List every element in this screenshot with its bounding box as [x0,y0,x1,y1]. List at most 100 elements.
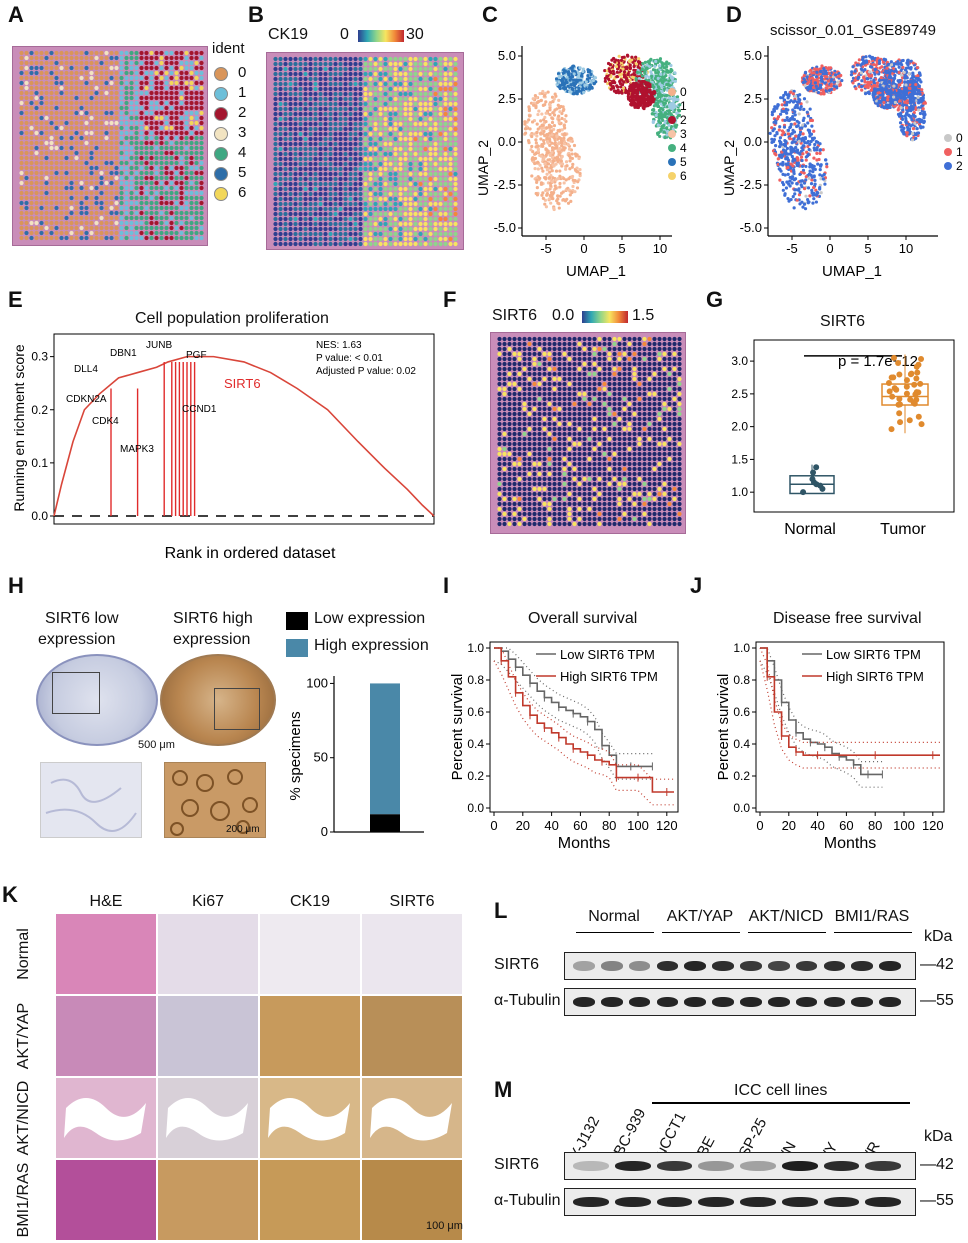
spot [398,86,403,92]
spot [333,201,338,207]
spot [328,186,333,192]
panel-d-xlabel: UMAP_1 [822,263,882,280]
spot [194,175,199,181]
spot [278,156,283,162]
spot [283,131,288,137]
spot [318,131,323,137]
spot [368,176,373,182]
spot [194,170,199,176]
spot [124,225,129,231]
spot [94,95,99,101]
umap-point [805,110,809,114]
spot [44,85,49,91]
spot [398,126,403,132]
spot [283,171,288,177]
spot [89,155,94,161]
umap-point [639,103,643,107]
spot [114,200,119,206]
umap-point [643,60,647,64]
spot [333,111,338,117]
spot [49,215,54,221]
spot [164,130,169,136]
spot [373,96,378,102]
spot [149,205,154,211]
spot [154,205,159,211]
umap-point [576,180,580,184]
spot [348,176,353,182]
spot [29,225,34,231]
spot [99,160,104,166]
spot [124,100,129,106]
spot [174,110,179,116]
spot [169,195,174,201]
spot [393,186,398,192]
spot [273,141,278,147]
spot [104,90,109,96]
spot [428,141,433,147]
spot [139,80,144,86]
spot [283,111,288,117]
spot [174,220,179,226]
spot [303,76,308,82]
spot [373,226,378,232]
umap-point [793,192,797,196]
spot [403,196,408,202]
spot [278,61,283,67]
spot [303,126,308,132]
spot [353,71,358,77]
spot [318,61,323,67]
spot [54,80,59,86]
umap-point [661,113,665,117]
spot [129,55,134,61]
spot [323,186,328,192]
spot [24,130,29,136]
spot [139,115,144,121]
spot [448,161,453,167]
umap-point [548,153,552,157]
spot [358,71,363,77]
umap-point [548,170,552,174]
spot [378,126,383,132]
spot [278,106,283,112]
spot [408,101,413,107]
umap-point [606,61,611,66]
spot [194,80,199,86]
spot [288,231,293,237]
spot [323,131,328,137]
spot [109,160,114,166]
spot [398,151,403,157]
spot [79,145,84,151]
spot [19,180,24,186]
spot [189,220,194,226]
spot [24,145,29,151]
spot [453,216,458,222]
spot [114,185,119,191]
spot [358,196,363,202]
spot [89,220,94,226]
spot [99,90,104,96]
spot [388,81,393,87]
spot [149,175,154,181]
legend-label: 2 [680,113,687,127]
spot [44,225,49,231]
spot [69,200,74,206]
umap-point [776,104,780,108]
spot [114,75,119,81]
spot [69,80,74,86]
spot [199,165,204,171]
spot [443,201,448,207]
spot [154,100,159,106]
spot [84,60,89,66]
spot [338,126,343,132]
spot [403,76,408,82]
umap-point [793,158,797,162]
spot [109,130,114,136]
spot [313,191,318,197]
spot [328,236,333,242]
spot [278,126,283,132]
spot [398,61,403,67]
spot [453,166,458,172]
spot [89,235,94,241]
spot [79,105,84,111]
spot [184,165,189,171]
